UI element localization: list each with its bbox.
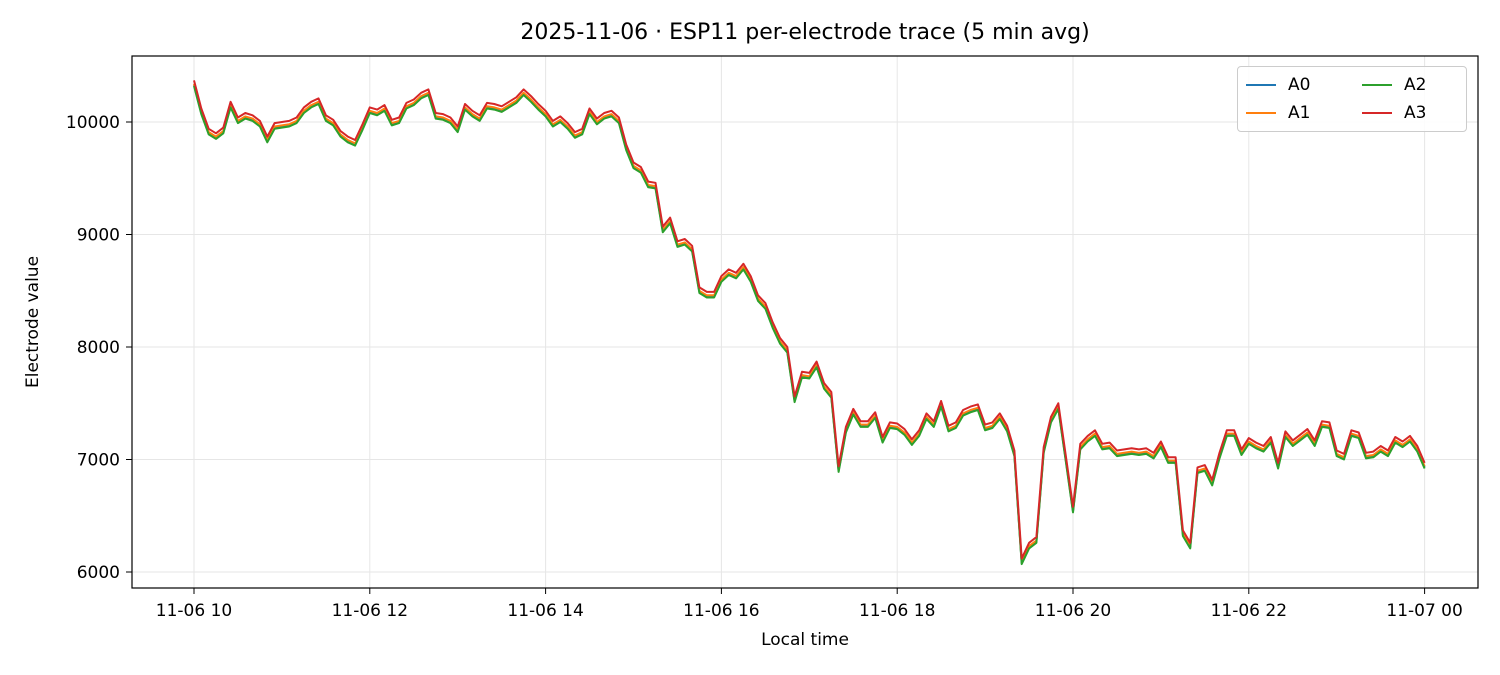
series-line-a2 xyxy=(193,85,1426,566)
legend-swatch-a2 xyxy=(1362,84,1392,86)
axes-frame xyxy=(131,55,1479,589)
y-tick-label: 10000 xyxy=(66,113,120,133)
x-tick-label: 11-06 10 xyxy=(156,601,232,621)
y-axis-ticks: 6000 7000 8000 9000 10000 xyxy=(66,113,132,583)
legend-item-a0: A0 xyxy=(1246,73,1310,97)
series-lines xyxy=(193,80,1426,566)
series-line-a1 xyxy=(193,83,1426,563)
series-line-a3 xyxy=(193,80,1426,560)
x-tick-label: 11-06 12 xyxy=(332,601,408,621)
x-tick-label: 11-06 18 xyxy=(859,601,935,621)
legend-swatch-a3 xyxy=(1362,112,1392,114)
legend-swatch-a0 xyxy=(1246,84,1276,86)
legend-label-a2: A2 xyxy=(1404,75,1427,95)
x-tick-label: 11-06 20 xyxy=(1035,601,1111,621)
x-tick-label: 11-06 16 xyxy=(683,601,759,621)
x-tick-label: 11-06 14 xyxy=(507,601,583,621)
legend-item-a1: A1 xyxy=(1246,101,1310,125)
legend-swatch-a1 xyxy=(1246,112,1276,114)
legend-label-a0: A0 xyxy=(1288,75,1311,95)
y-tick-label: 7000 xyxy=(77,451,120,471)
legend: A0 A1 A2 A3 xyxy=(1237,66,1467,132)
y-tick-label: 8000 xyxy=(77,338,120,358)
chart-title: 2025-11-06 · ESP11 per-electrode trace (… xyxy=(520,20,1090,45)
legend-item-a2: A2 xyxy=(1362,73,1426,97)
legend-label-a3: A3 xyxy=(1404,103,1427,123)
series-line-a0 xyxy=(193,84,1426,564)
legend-item-a3: A3 xyxy=(1362,101,1426,125)
gridlines xyxy=(132,56,1478,588)
x-tick-label: 11-07 00 xyxy=(1386,601,1462,621)
x-tick-label: 11-06 22 xyxy=(1211,601,1287,621)
x-axis-ticks: 11-06 10 11-06 12 11-06 14 11-06 16 11-06 18… xyxy=(156,588,1463,621)
x-axis-label: Local time xyxy=(761,630,849,650)
legend-label-a1: A1 xyxy=(1288,103,1311,123)
y-axis-label: Electrode value xyxy=(23,256,43,388)
y-tick-label: 9000 xyxy=(77,226,120,246)
y-tick-label: 6000 xyxy=(77,563,120,583)
